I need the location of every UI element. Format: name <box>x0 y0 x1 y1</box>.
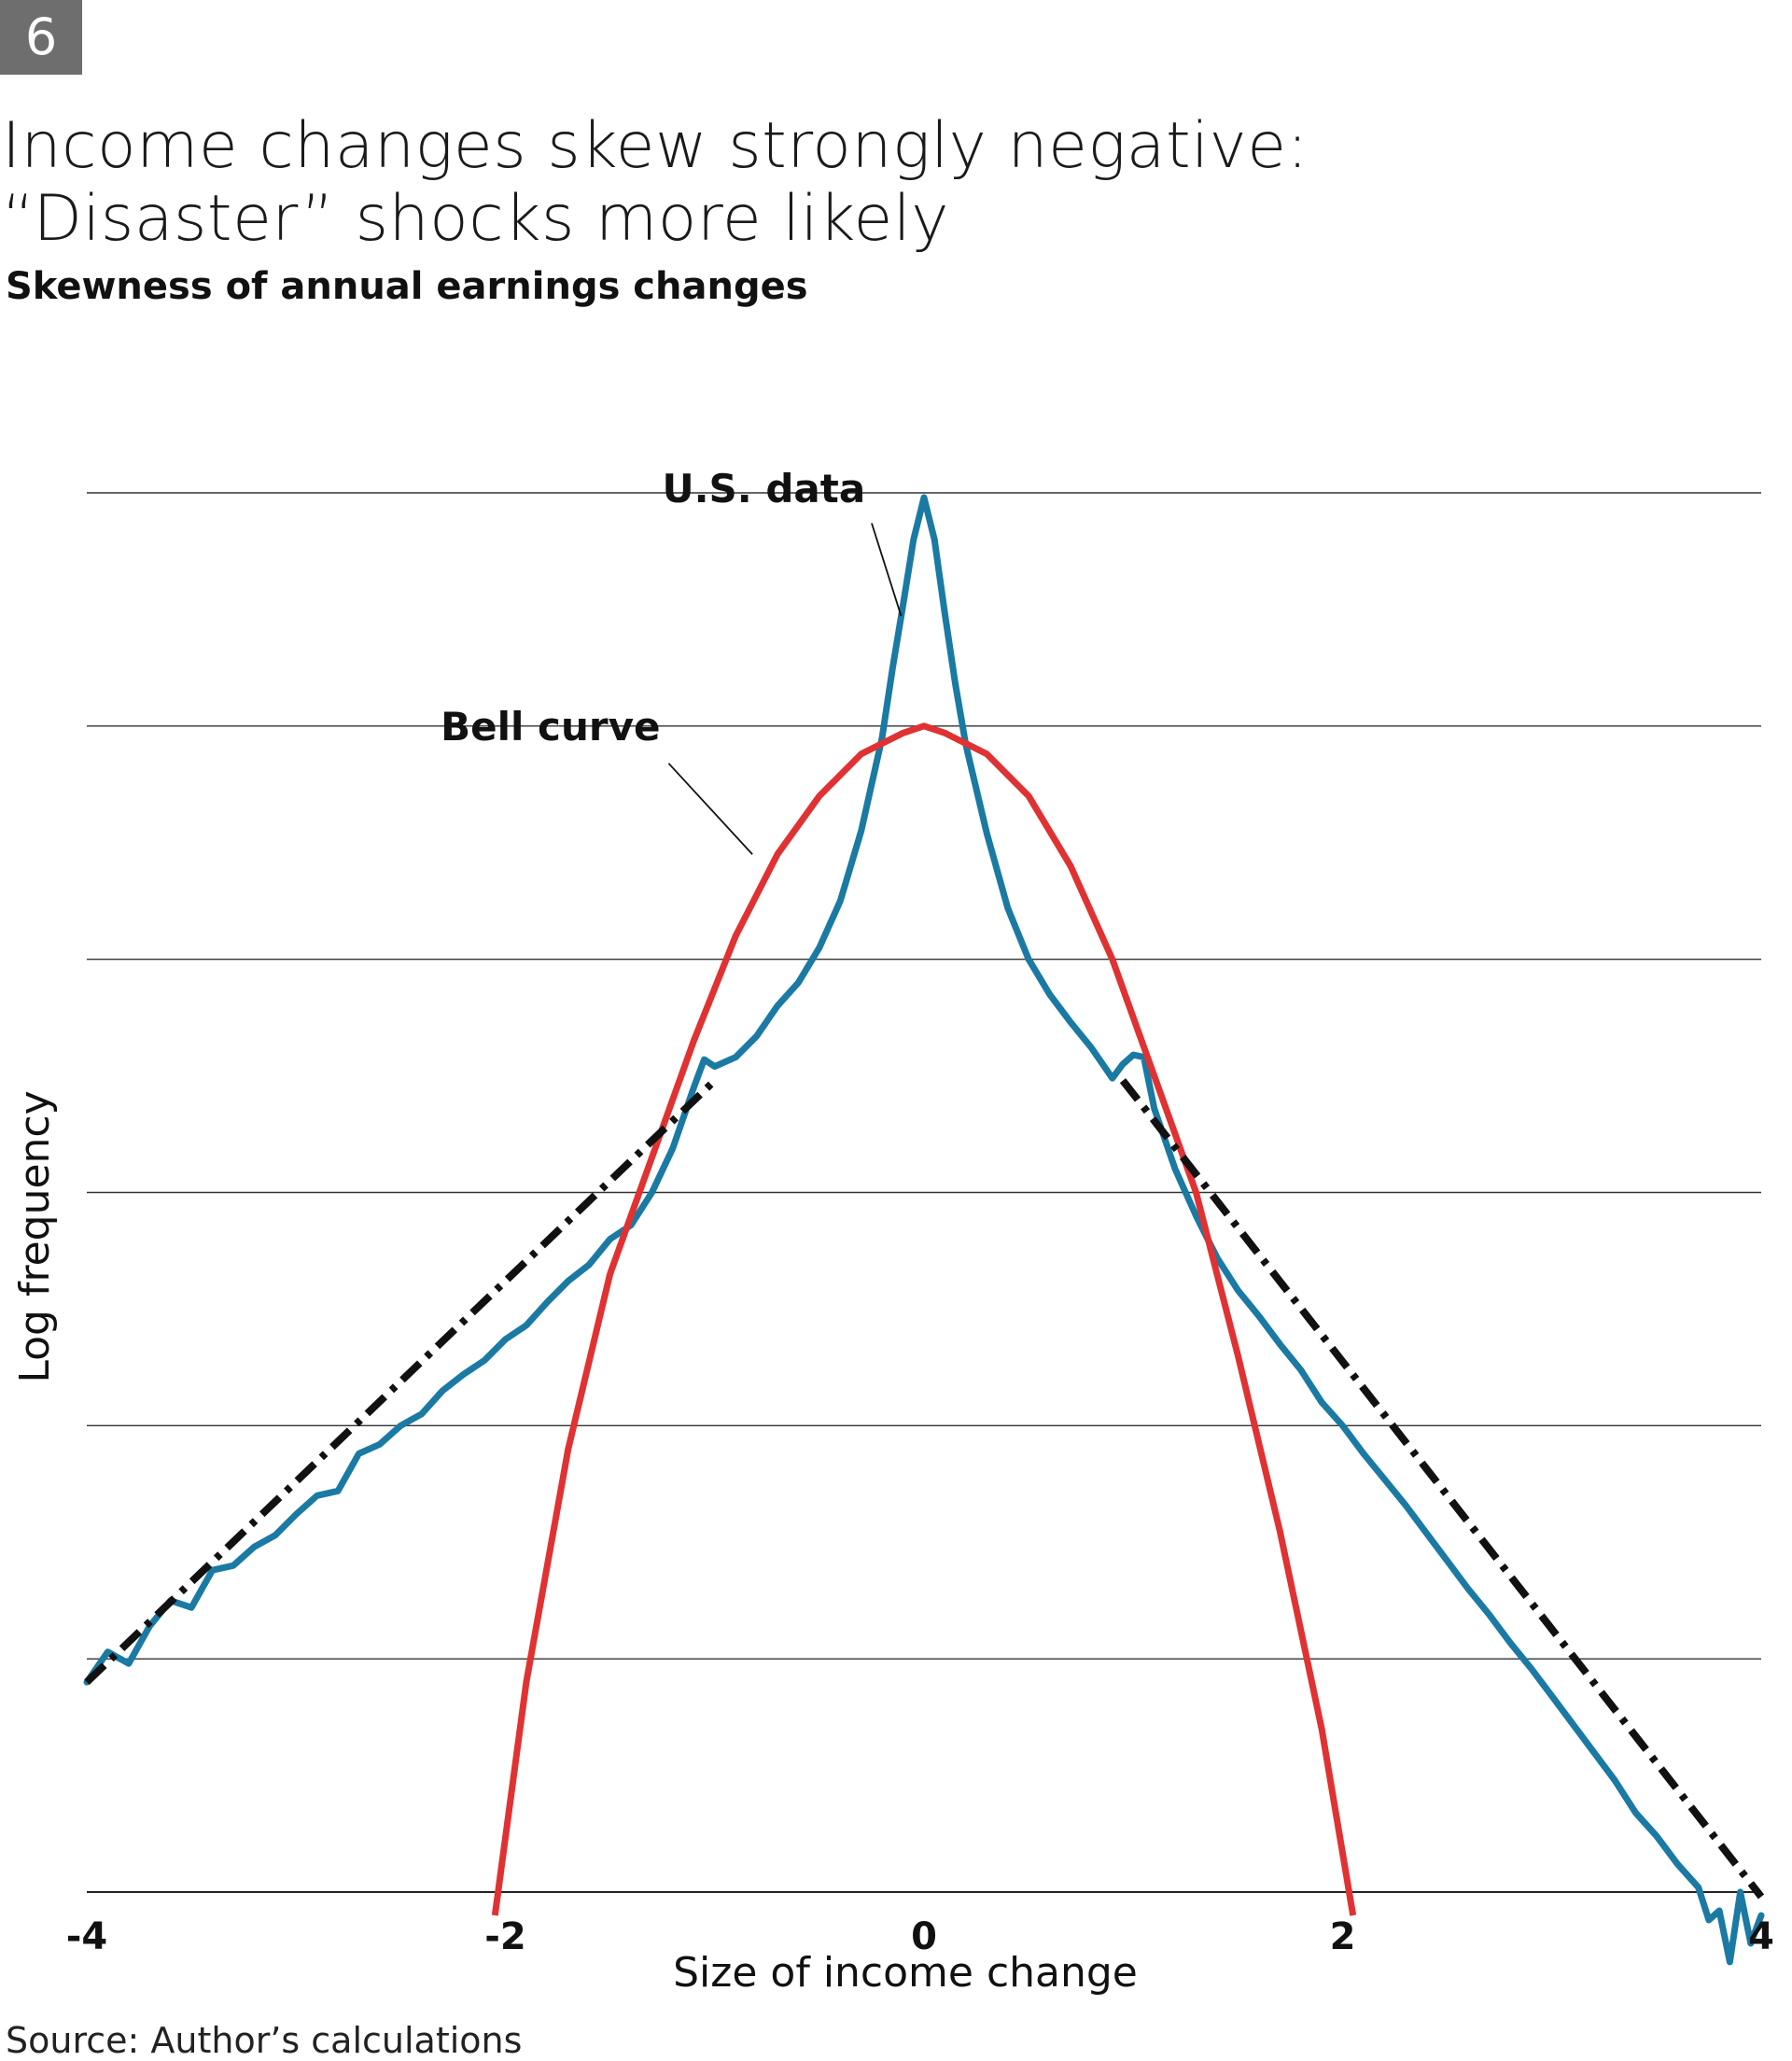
x-axis-label: Size of income change <box>673 1949 1138 1997</box>
figure-number-badge: 6 <box>0 0 82 75</box>
x-tick-label: 0 <box>911 1915 937 1958</box>
us-data-leader-line <box>871 523 903 617</box>
chart-title-line-2: “Disaster” shocks more likely <box>2 182 949 256</box>
x-tick-label: 4 <box>1748 1915 1774 1958</box>
left-tail-fit-line <box>84 1077 718 1685</box>
us-data-annotation: U.S. data <box>662 466 865 512</box>
x-tick-label: -2 <box>484 1915 525 1958</box>
x-tick-label: 2 <box>1330 1915 1356 1958</box>
series-lines <box>83 494 1765 1966</box>
x-tick-labels: -4 -2 0 2 4 <box>66 1915 1774 1958</box>
bell-curve-annotation: Bell curve <box>441 704 660 750</box>
y-axis-label: Log frequency <box>11 1090 59 1382</box>
bell-curve-leader-line <box>667 763 753 855</box>
us-data-line <box>83 494 1765 1966</box>
chart-title: Income changes skew strongly negative: “… <box>2 110 1589 256</box>
chart-title-line-1: Income changes skew strongly negative: <box>2 109 1309 183</box>
source-note: Source: Author’s calculations <box>6 2020 523 2061</box>
gridlines <box>87 492 1761 1893</box>
x-tick-label: -4 <box>66 1915 107 1958</box>
right-tail-fit-line <box>1119 1078 1765 1900</box>
bell-curve-line <box>491 722 1357 1916</box>
chart-subtitle: Skewness of annual earnings changes <box>6 265 808 308</box>
